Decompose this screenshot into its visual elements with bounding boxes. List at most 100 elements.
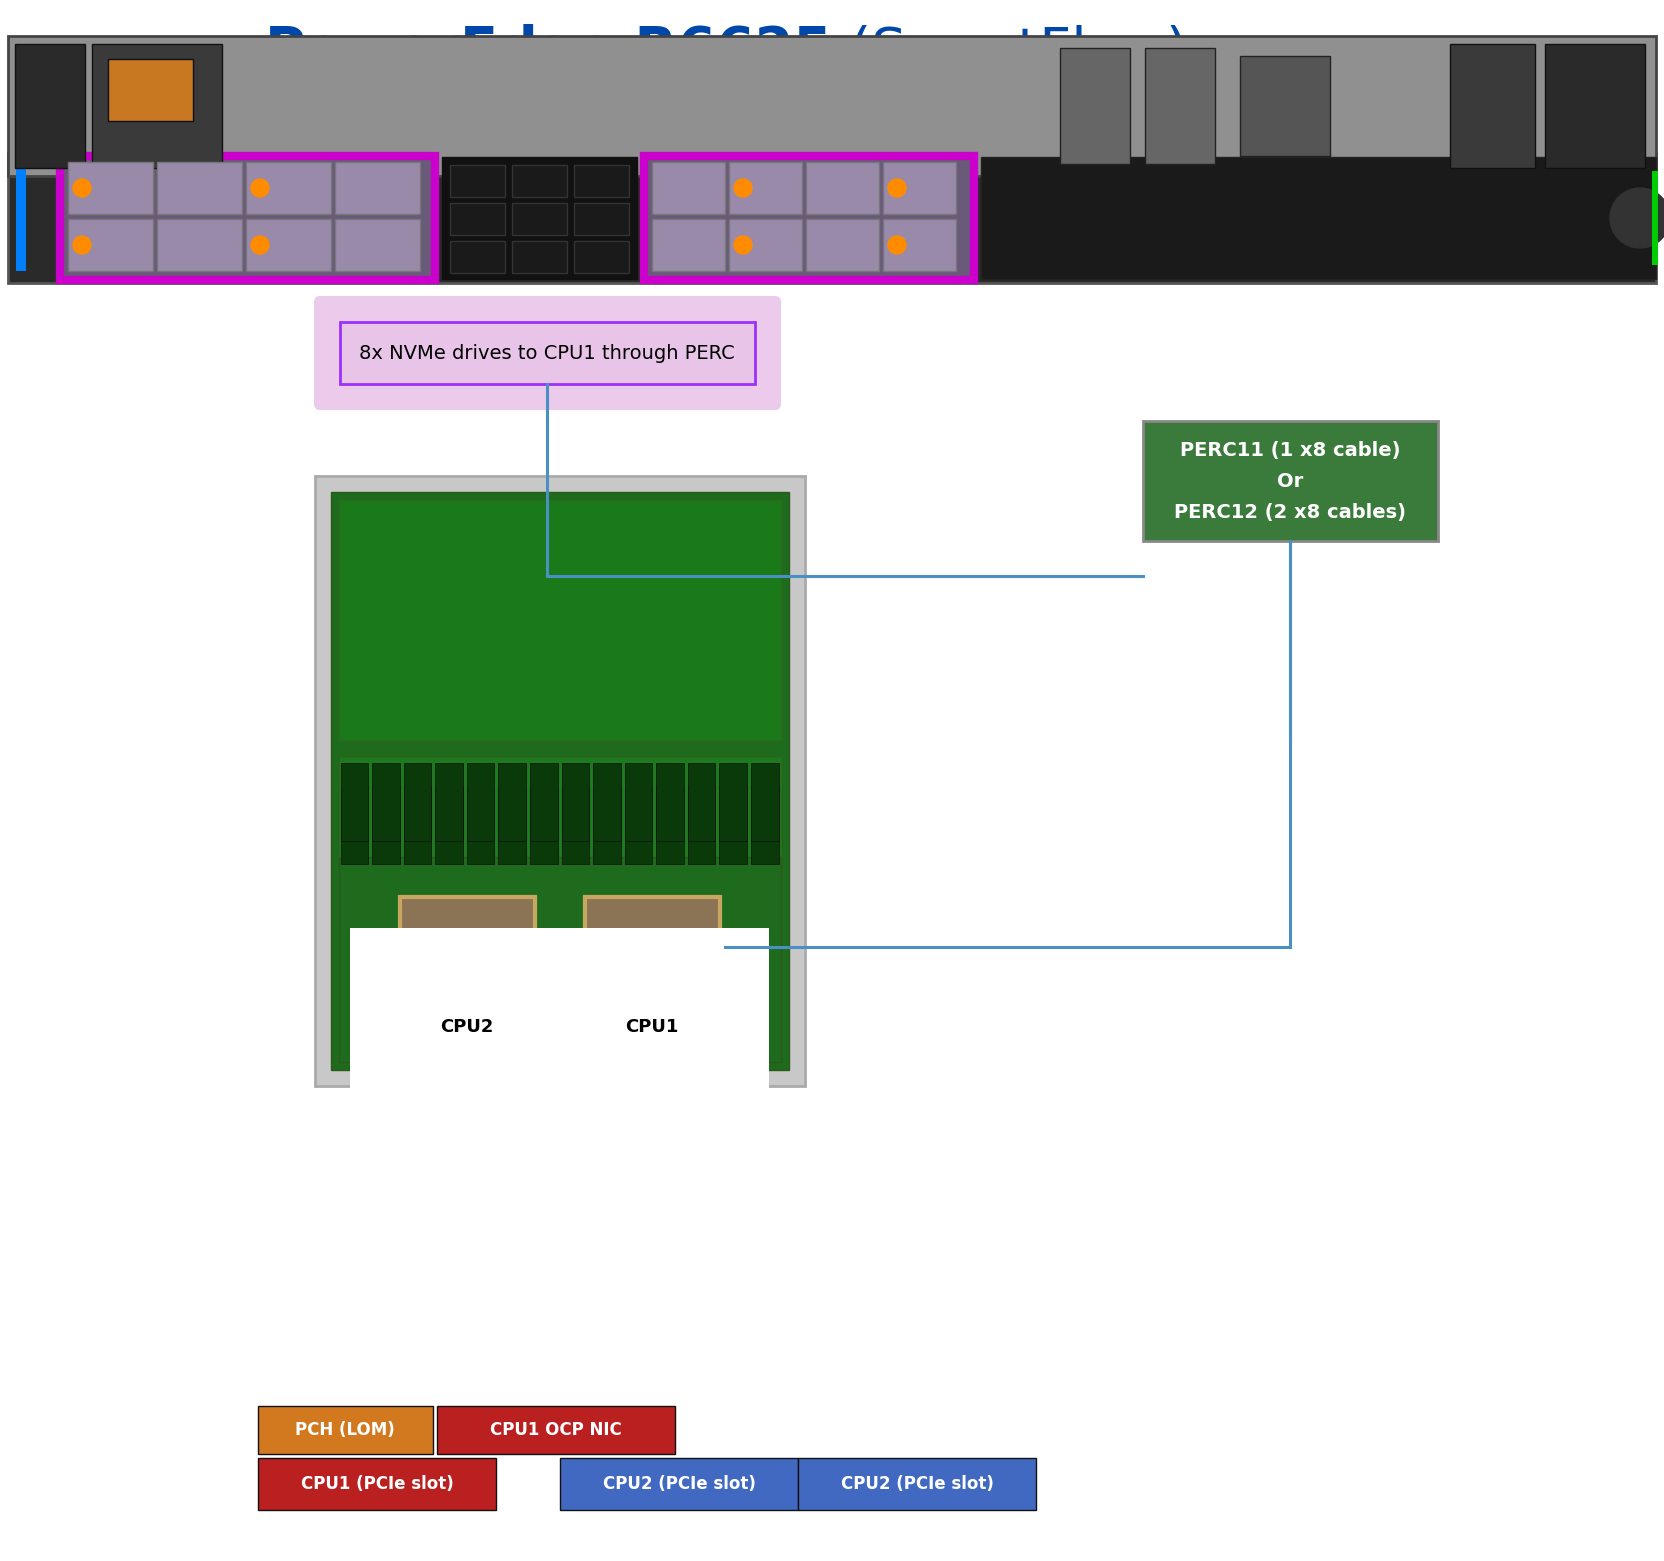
Text: 8x NVMe drives to CPU1 through PERC: 8x NVMe drives to CPU1 through PERC: [359, 343, 735, 362]
FancyBboxPatch shape: [498, 763, 526, 841]
FancyBboxPatch shape: [1449, 44, 1534, 169]
FancyBboxPatch shape: [719, 763, 747, 841]
FancyBboxPatch shape: [592, 763, 621, 841]
FancyBboxPatch shape: [719, 787, 747, 863]
FancyBboxPatch shape: [17, 165, 27, 272]
FancyBboxPatch shape: [468, 763, 494, 841]
FancyBboxPatch shape: [399, 898, 536, 997]
FancyBboxPatch shape: [314, 297, 780, 411]
Text: CPU1: CPU1: [626, 1018, 679, 1037]
FancyBboxPatch shape: [652, 219, 726, 272]
FancyBboxPatch shape: [729, 162, 802, 214]
FancyBboxPatch shape: [373, 787, 399, 863]
FancyBboxPatch shape: [246, 219, 331, 272]
Circle shape: [734, 180, 752, 197]
FancyBboxPatch shape: [586, 898, 721, 997]
FancyBboxPatch shape: [68, 162, 153, 214]
FancyBboxPatch shape: [339, 500, 780, 740]
Circle shape: [1611, 187, 1664, 248]
FancyBboxPatch shape: [982, 158, 1656, 279]
FancyBboxPatch shape: [624, 763, 652, 841]
FancyBboxPatch shape: [1145, 48, 1215, 164]
FancyBboxPatch shape: [404, 787, 431, 863]
FancyBboxPatch shape: [799, 1458, 1037, 1509]
FancyBboxPatch shape: [624, 787, 652, 863]
FancyBboxPatch shape: [339, 857, 780, 1061]
FancyBboxPatch shape: [805, 219, 879, 272]
FancyBboxPatch shape: [314, 476, 805, 1086]
FancyBboxPatch shape: [1652, 172, 1657, 265]
FancyBboxPatch shape: [561, 787, 589, 863]
FancyBboxPatch shape: [884, 162, 957, 214]
FancyBboxPatch shape: [449, 165, 504, 197]
FancyBboxPatch shape: [339, 757, 780, 848]
FancyBboxPatch shape: [1060, 48, 1130, 164]
FancyBboxPatch shape: [339, 780, 780, 869]
FancyBboxPatch shape: [574, 165, 629, 197]
Text: CPU2 (PCIe slot): CPU2 (PCIe slot): [602, 1475, 755, 1492]
FancyBboxPatch shape: [656, 787, 684, 863]
FancyBboxPatch shape: [438, 1406, 676, 1453]
FancyBboxPatch shape: [561, 763, 589, 841]
FancyBboxPatch shape: [108, 59, 193, 122]
FancyBboxPatch shape: [687, 763, 716, 841]
Text: CPU1 OCP NIC: CPU1 OCP NIC: [491, 1421, 622, 1439]
FancyBboxPatch shape: [404, 763, 431, 841]
Circle shape: [251, 236, 270, 254]
FancyBboxPatch shape: [592, 787, 621, 863]
FancyBboxPatch shape: [339, 322, 755, 384]
Text: (SmartFlow): (SmartFlow): [832, 23, 1188, 78]
FancyBboxPatch shape: [529, 787, 557, 863]
FancyBboxPatch shape: [258, 1406, 433, 1453]
FancyBboxPatch shape: [1544, 44, 1646, 169]
FancyBboxPatch shape: [92, 44, 221, 169]
Circle shape: [889, 180, 905, 197]
FancyBboxPatch shape: [449, 203, 504, 236]
FancyBboxPatch shape: [8, 36, 1656, 176]
FancyBboxPatch shape: [750, 787, 779, 863]
FancyBboxPatch shape: [574, 240, 629, 273]
FancyBboxPatch shape: [341, 787, 368, 863]
FancyBboxPatch shape: [341, 763, 368, 841]
Text: 8x NVMe Details on CPU Mapping with HW RAID: 8x NVMe Details on CPU Mapping with HW R…: [298, 84, 1366, 128]
FancyBboxPatch shape: [729, 219, 802, 272]
FancyBboxPatch shape: [246, 162, 331, 214]
FancyBboxPatch shape: [258, 1458, 496, 1509]
Circle shape: [889, 236, 905, 254]
FancyBboxPatch shape: [529, 763, 557, 841]
FancyBboxPatch shape: [68, 219, 153, 272]
FancyBboxPatch shape: [1240, 56, 1330, 156]
Text: PCH (LOM): PCH (LOM): [295, 1421, 394, 1439]
FancyBboxPatch shape: [334, 162, 419, 214]
FancyBboxPatch shape: [436, 787, 463, 863]
FancyBboxPatch shape: [436, 763, 463, 841]
FancyBboxPatch shape: [373, 763, 399, 841]
FancyBboxPatch shape: [513, 165, 567, 197]
FancyBboxPatch shape: [339, 757, 780, 869]
FancyBboxPatch shape: [513, 203, 567, 236]
Text: CPU1 (PCIe slot): CPU1 (PCIe slot): [301, 1475, 453, 1492]
FancyBboxPatch shape: [652, 162, 726, 214]
Circle shape: [73, 236, 92, 254]
FancyBboxPatch shape: [574, 203, 629, 236]
FancyBboxPatch shape: [331, 492, 789, 1069]
FancyBboxPatch shape: [498, 787, 526, 863]
FancyBboxPatch shape: [60, 156, 434, 279]
FancyBboxPatch shape: [513, 240, 567, 273]
FancyBboxPatch shape: [156, 162, 241, 214]
Text: CPU2 (PCIe slot): CPU2 (PCIe slot): [840, 1475, 993, 1492]
FancyBboxPatch shape: [687, 787, 716, 863]
FancyBboxPatch shape: [805, 162, 879, 214]
Text: CPU2: CPU2: [441, 1018, 494, 1037]
FancyBboxPatch shape: [468, 787, 494, 863]
FancyBboxPatch shape: [156, 219, 241, 272]
FancyBboxPatch shape: [656, 763, 684, 841]
FancyBboxPatch shape: [750, 763, 779, 841]
FancyBboxPatch shape: [334, 219, 419, 272]
Circle shape: [251, 180, 270, 197]
FancyBboxPatch shape: [8, 153, 1656, 283]
FancyBboxPatch shape: [644, 156, 973, 279]
FancyBboxPatch shape: [884, 219, 957, 272]
Text: PERC11 (1 x8 cable)
Or
PERC12 (2 x8 cables): PERC11 (1 x8 cable) Or PERC12 (2 x8 cabl…: [1175, 440, 1406, 521]
FancyBboxPatch shape: [561, 1458, 799, 1509]
